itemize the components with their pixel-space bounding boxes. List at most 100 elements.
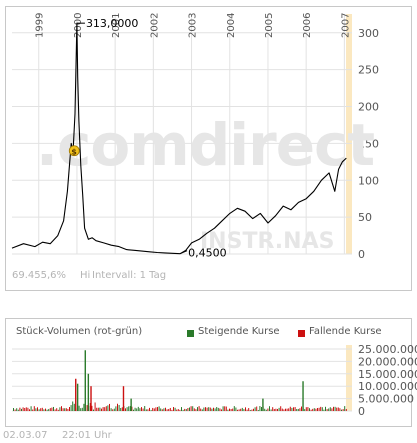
volume-bar bbox=[22, 407, 24, 411]
volume-bar bbox=[163, 408, 165, 411]
y-tick-label: 150 bbox=[358, 137, 379, 150]
volume-bar bbox=[145, 409, 147, 411]
volume-bar bbox=[89, 403, 91, 411]
volume-bar bbox=[152, 407, 154, 411]
volume-bar bbox=[222, 406, 224, 411]
legend-rising-swatch bbox=[187, 330, 194, 337]
volume-bar bbox=[213, 407, 214, 411]
volume-bar bbox=[17, 409, 19, 411]
volume-bar bbox=[313, 408, 315, 411]
volume-bar bbox=[189, 407, 190, 411]
volume-bar bbox=[320, 406, 322, 411]
volume-tick-label: 10.000.000 bbox=[358, 380, 417, 393]
volume-bar bbox=[32, 409, 34, 411]
volume-bar bbox=[342, 409, 344, 411]
volume-bar bbox=[59, 407, 61, 411]
volume-bar bbox=[30, 406, 32, 411]
volume-bar bbox=[229, 408, 230, 411]
volume-bar bbox=[113, 408, 115, 411]
volume-bar bbox=[29, 409, 30, 411]
volume-bar bbox=[141, 407, 142, 411]
volume-bar bbox=[83, 403, 85, 411]
volume-bar bbox=[40, 408, 42, 411]
volume-bar bbox=[285, 408, 286, 411]
volume-bar bbox=[243, 409, 245, 411]
volume-spike-bar bbox=[262, 398, 264, 411]
hi-label: Hi bbox=[80, 270, 91, 281]
volume-bar bbox=[117, 403, 118, 411]
volume-bar bbox=[257, 409, 259, 411]
volume-bar bbox=[128, 406, 130, 411]
volume-chart[interactable]: 05.000.00010.000.00015.000.00020.000.000… bbox=[0, 340, 417, 420]
volume-bar bbox=[14, 409, 16, 411]
volume-bar bbox=[216, 407, 218, 411]
current-period-band bbox=[346, 14, 352, 254]
volume-tick-label: 25.000.000 bbox=[358, 343, 417, 356]
volume-bar bbox=[273, 409, 275, 411]
y-tick-label: 300 bbox=[358, 27, 379, 40]
volume-bar bbox=[81, 407, 83, 411]
volume-bar bbox=[275, 408, 277, 411]
min-annotation: 0,4500 bbox=[188, 247, 227, 260]
volume-bar bbox=[251, 409, 253, 411]
volume-bar bbox=[305, 407, 307, 411]
volume-spike-bar bbox=[122, 386, 125, 411]
volume-bar bbox=[232, 408, 234, 411]
watermark-logo: .comdirect bbox=[36, 111, 374, 179]
x-tick-label: 2003 bbox=[188, 13, 199, 38]
volume-bar bbox=[171, 409, 173, 411]
volume-bar bbox=[190, 406, 192, 411]
volume-bar bbox=[46, 409, 48, 411]
volume-bar bbox=[265, 409, 267, 411]
volume-bar bbox=[104, 407, 106, 411]
x-tick-label: 2000 bbox=[73, 13, 84, 38]
volume-bar bbox=[126, 407, 128, 411]
volume-spike-bar bbox=[90, 386, 92, 411]
volume-bar bbox=[137, 406, 139, 411]
volume-bar bbox=[291, 407, 293, 411]
volume-bar bbox=[177, 409, 179, 411]
volume-bar bbox=[45, 408, 46, 411]
legend-falling-label: Fallende Kurse bbox=[309, 326, 382, 337]
volume-bar bbox=[336, 407, 338, 411]
volume-bar bbox=[131, 406, 133, 411]
volume-bar bbox=[297, 408, 299, 411]
volume-bar bbox=[155, 407, 157, 411]
volume-bar bbox=[312, 408, 314, 411]
volume-bar bbox=[69, 407, 70, 411]
volume-bar bbox=[334, 406, 336, 411]
volume-bar bbox=[201, 409, 203, 411]
volume-bar bbox=[153, 408, 155, 411]
volume-bar bbox=[37, 407, 38, 411]
volume-spike-bar bbox=[302, 381, 304, 411]
volume-bar bbox=[107, 405, 109, 411]
volume-bar bbox=[149, 407, 150, 411]
volume-spike-bar bbox=[130, 398, 132, 411]
volume-spike-bar bbox=[87, 373, 90, 411]
volume-bar bbox=[227, 409, 229, 411]
volume-bar bbox=[224, 406, 226, 411]
volume-bar bbox=[166, 409, 168, 411]
volume-bar bbox=[253, 408, 254, 411]
y-tick-label: 250 bbox=[358, 64, 379, 77]
volume-bar bbox=[281, 408, 283, 411]
volume-bar bbox=[78, 405, 80, 411]
volume-bar bbox=[165, 407, 166, 411]
volume-tick-label: 0 bbox=[358, 405, 365, 418]
volume-bar bbox=[21, 408, 22, 411]
volume-bar bbox=[35, 408, 37, 411]
volume-bar bbox=[193, 408, 195, 411]
volume-bar bbox=[254, 407, 256, 411]
volume-bar bbox=[310, 409, 312, 411]
volume-bar bbox=[91, 405, 93, 411]
volume-bar bbox=[48, 409, 50, 411]
x-tick-label: 2005 bbox=[264, 13, 275, 38]
volume-bar bbox=[99, 407, 101, 411]
volume-bar bbox=[333, 406, 334, 411]
volume-bar bbox=[321, 407, 323, 411]
volume-bar bbox=[118, 405, 120, 411]
volume-bar bbox=[51, 407, 53, 411]
volume-bar bbox=[24, 408, 26, 411]
x-tick-label: 2006 bbox=[302, 13, 313, 38]
price-chart[interactable]: 0 50 100 150 200 250 300 1999 2000 2001 2002 2003 20… bbox=[0, 0, 417, 300]
